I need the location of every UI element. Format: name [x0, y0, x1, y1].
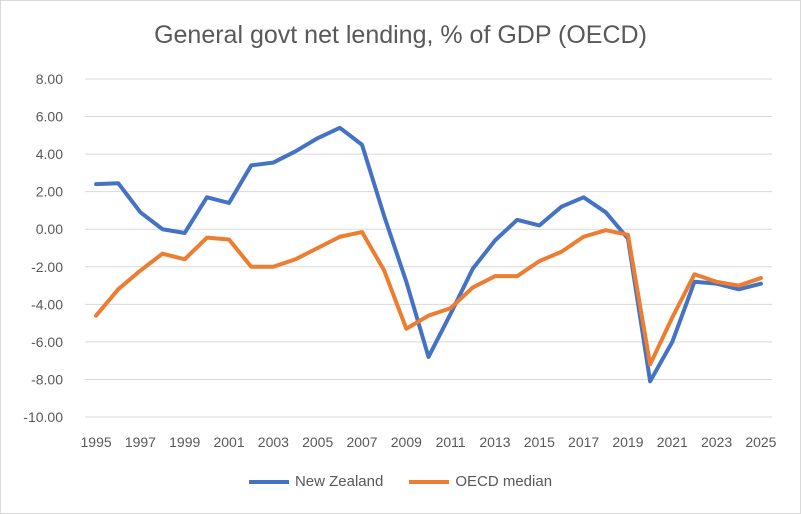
x-tick-label: 2025 [745, 434, 776, 450]
y-tick-label: 4.00 [36, 146, 63, 162]
chart-title: General govt net lending, % of GDP (OECD… [154, 21, 647, 49]
legend-label: OECD median [455, 473, 553, 490]
legend-item-new-zealand: New Zealand [248, 473, 384, 490]
y-tick-label: 2.00 [36, 184, 63, 200]
x-tick-label: 2017 [568, 434, 599, 450]
legend: New Zealand OECD median [1, 473, 800, 490]
y-tick-label: -8.00 [31, 371, 63, 387]
y-tick-label: -4.00 [31, 296, 63, 312]
x-tick-label: 1995 [81, 434, 112, 450]
x-tick-label: 2001 [213, 434, 244, 450]
y-tick-label: 8.00 [36, 71, 63, 87]
legend-item-oecd-median: OECD median [409, 473, 552, 490]
x-tick-label: 2023 [701, 434, 732, 450]
series-line-oecd-median [94, 228, 763, 367]
x-tick-label: 2009 [391, 434, 422, 450]
y-tick-label: -2.00 [31, 259, 63, 275]
x-tick-label: 1999 [169, 434, 200, 450]
x-tick-label: 1997 [125, 434, 156, 450]
y-tick-label: 6.00 [36, 109, 63, 125]
y-tick-label: -6.00 [31, 334, 63, 350]
x-tick-label: 2019 [612, 434, 643, 450]
legend-swatch-oecd-median [409, 479, 450, 484]
x-tick-label: 2003 [258, 434, 289, 450]
legend-label: New Zealand [294, 473, 384, 490]
x-tick-label: 2007 [346, 434, 377, 450]
y-tick-label: -10.00 [23, 409, 63, 425]
series-line-new-zealand [94, 125, 763, 384]
x-tick-label: 2015 [524, 434, 555, 450]
x-tick-label: 2021 [657, 434, 688, 450]
x-tick-label: 2011 [436, 434, 466, 450]
x-tick-label: 2013 [479, 434, 510, 450]
x-tick-label: 2005 [302, 434, 333, 450]
legend-swatch-new-zealand [248, 479, 289, 484]
y-tick-label: 0.00 [36, 221, 63, 237]
